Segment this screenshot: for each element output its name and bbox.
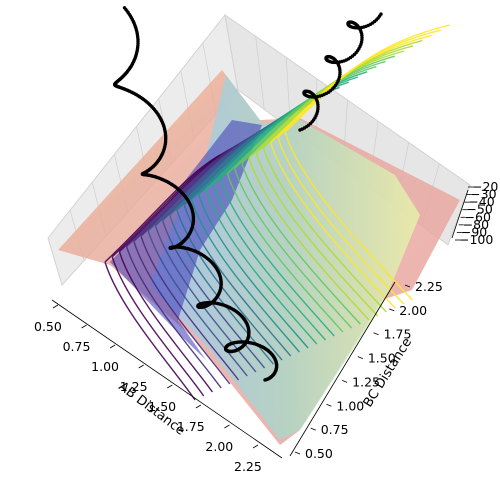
y-tick-label: 0.75 [321,422,349,437]
z-tick-label: −40 [468,194,494,209]
x-axis-line [51,299,283,459]
x-tick-label: 1.50 [148,399,176,414]
x-tick-label: 0.75 [63,339,91,354]
y-tick-label: 0.50 [305,446,333,461]
y-tick [341,380,348,383]
y-tick [310,427,316,431]
trajectory [113,6,383,382]
x-tick-label: 1.75 [177,419,205,434]
z-tick-label: −80 [463,217,489,232]
y-tick-label: 1.50 [368,351,396,366]
x-tick [167,384,173,389]
z-tick-label: −50 [466,202,492,217]
contour-line [104,154,221,401]
x-tick [109,344,116,349]
trajectory-point [122,6,127,10]
z-tick-label: −90 [461,224,487,239]
x-tick [138,364,144,369]
y-tick [389,308,395,312]
y-tick [294,451,301,455]
y-tick [326,403,332,407]
y-tick-label: 2.25 [415,279,443,294]
z-tick-label: −100 [459,232,493,247]
y-tick [404,284,411,288]
z-tick-label: −60 [465,209,491,224]
x-tick-label: 1.00 [91,359,119,374]
trajectory-point [379,12,383,16]
z-tick-label: −20 [472,179,498,194]
z-axis-line [451,189,469,239]
z-tick-label: −30 [470,187,496,202]
y-tick [357,356,364,359]
contour-line [241,55,395,325]
y-tick-label: 2.00 [399,303,427,318]
contour-line [284,24,451,301]
contour-line [226,65,377,333]
y-axis-label: BC Distance [361,335,415,410]
x-tick-label: 1.25 [120,379,148,394]
x-tick [195,404,202,409]
contour-lines [104,24,451,401]
y-tick-label: 1.75 [384,327,412,342]
ticks: 0.500.751.001.251.501.752.002.250.500.75… [34,179,498,474]
y-tick-label: 1.00 [336,398,364,413]
x-tick [252,444,259,449]
x-tick-label: 0.50 [34,319,62,334]
x-tick [81,324,87,329]
x-axis-label: AB Distance [116,379,188,438]
x-tick-label: 2.00 [205,439,233,454]
y-tick [373,332,379,336]
x-tick [52,304,59,309]
y-axis-line [289,281,396,457]
axis-lines [51,189,469,459]
x-tick [224,424,230,429]
x-tick-label: 2.25 [234,459,262,474]
y-tick-label: 1.25 [352,374,380,389]
contour-line [233,60,386,329]
pane-gridline [255,36,265,110]
contour-line [219,71,368,337]
